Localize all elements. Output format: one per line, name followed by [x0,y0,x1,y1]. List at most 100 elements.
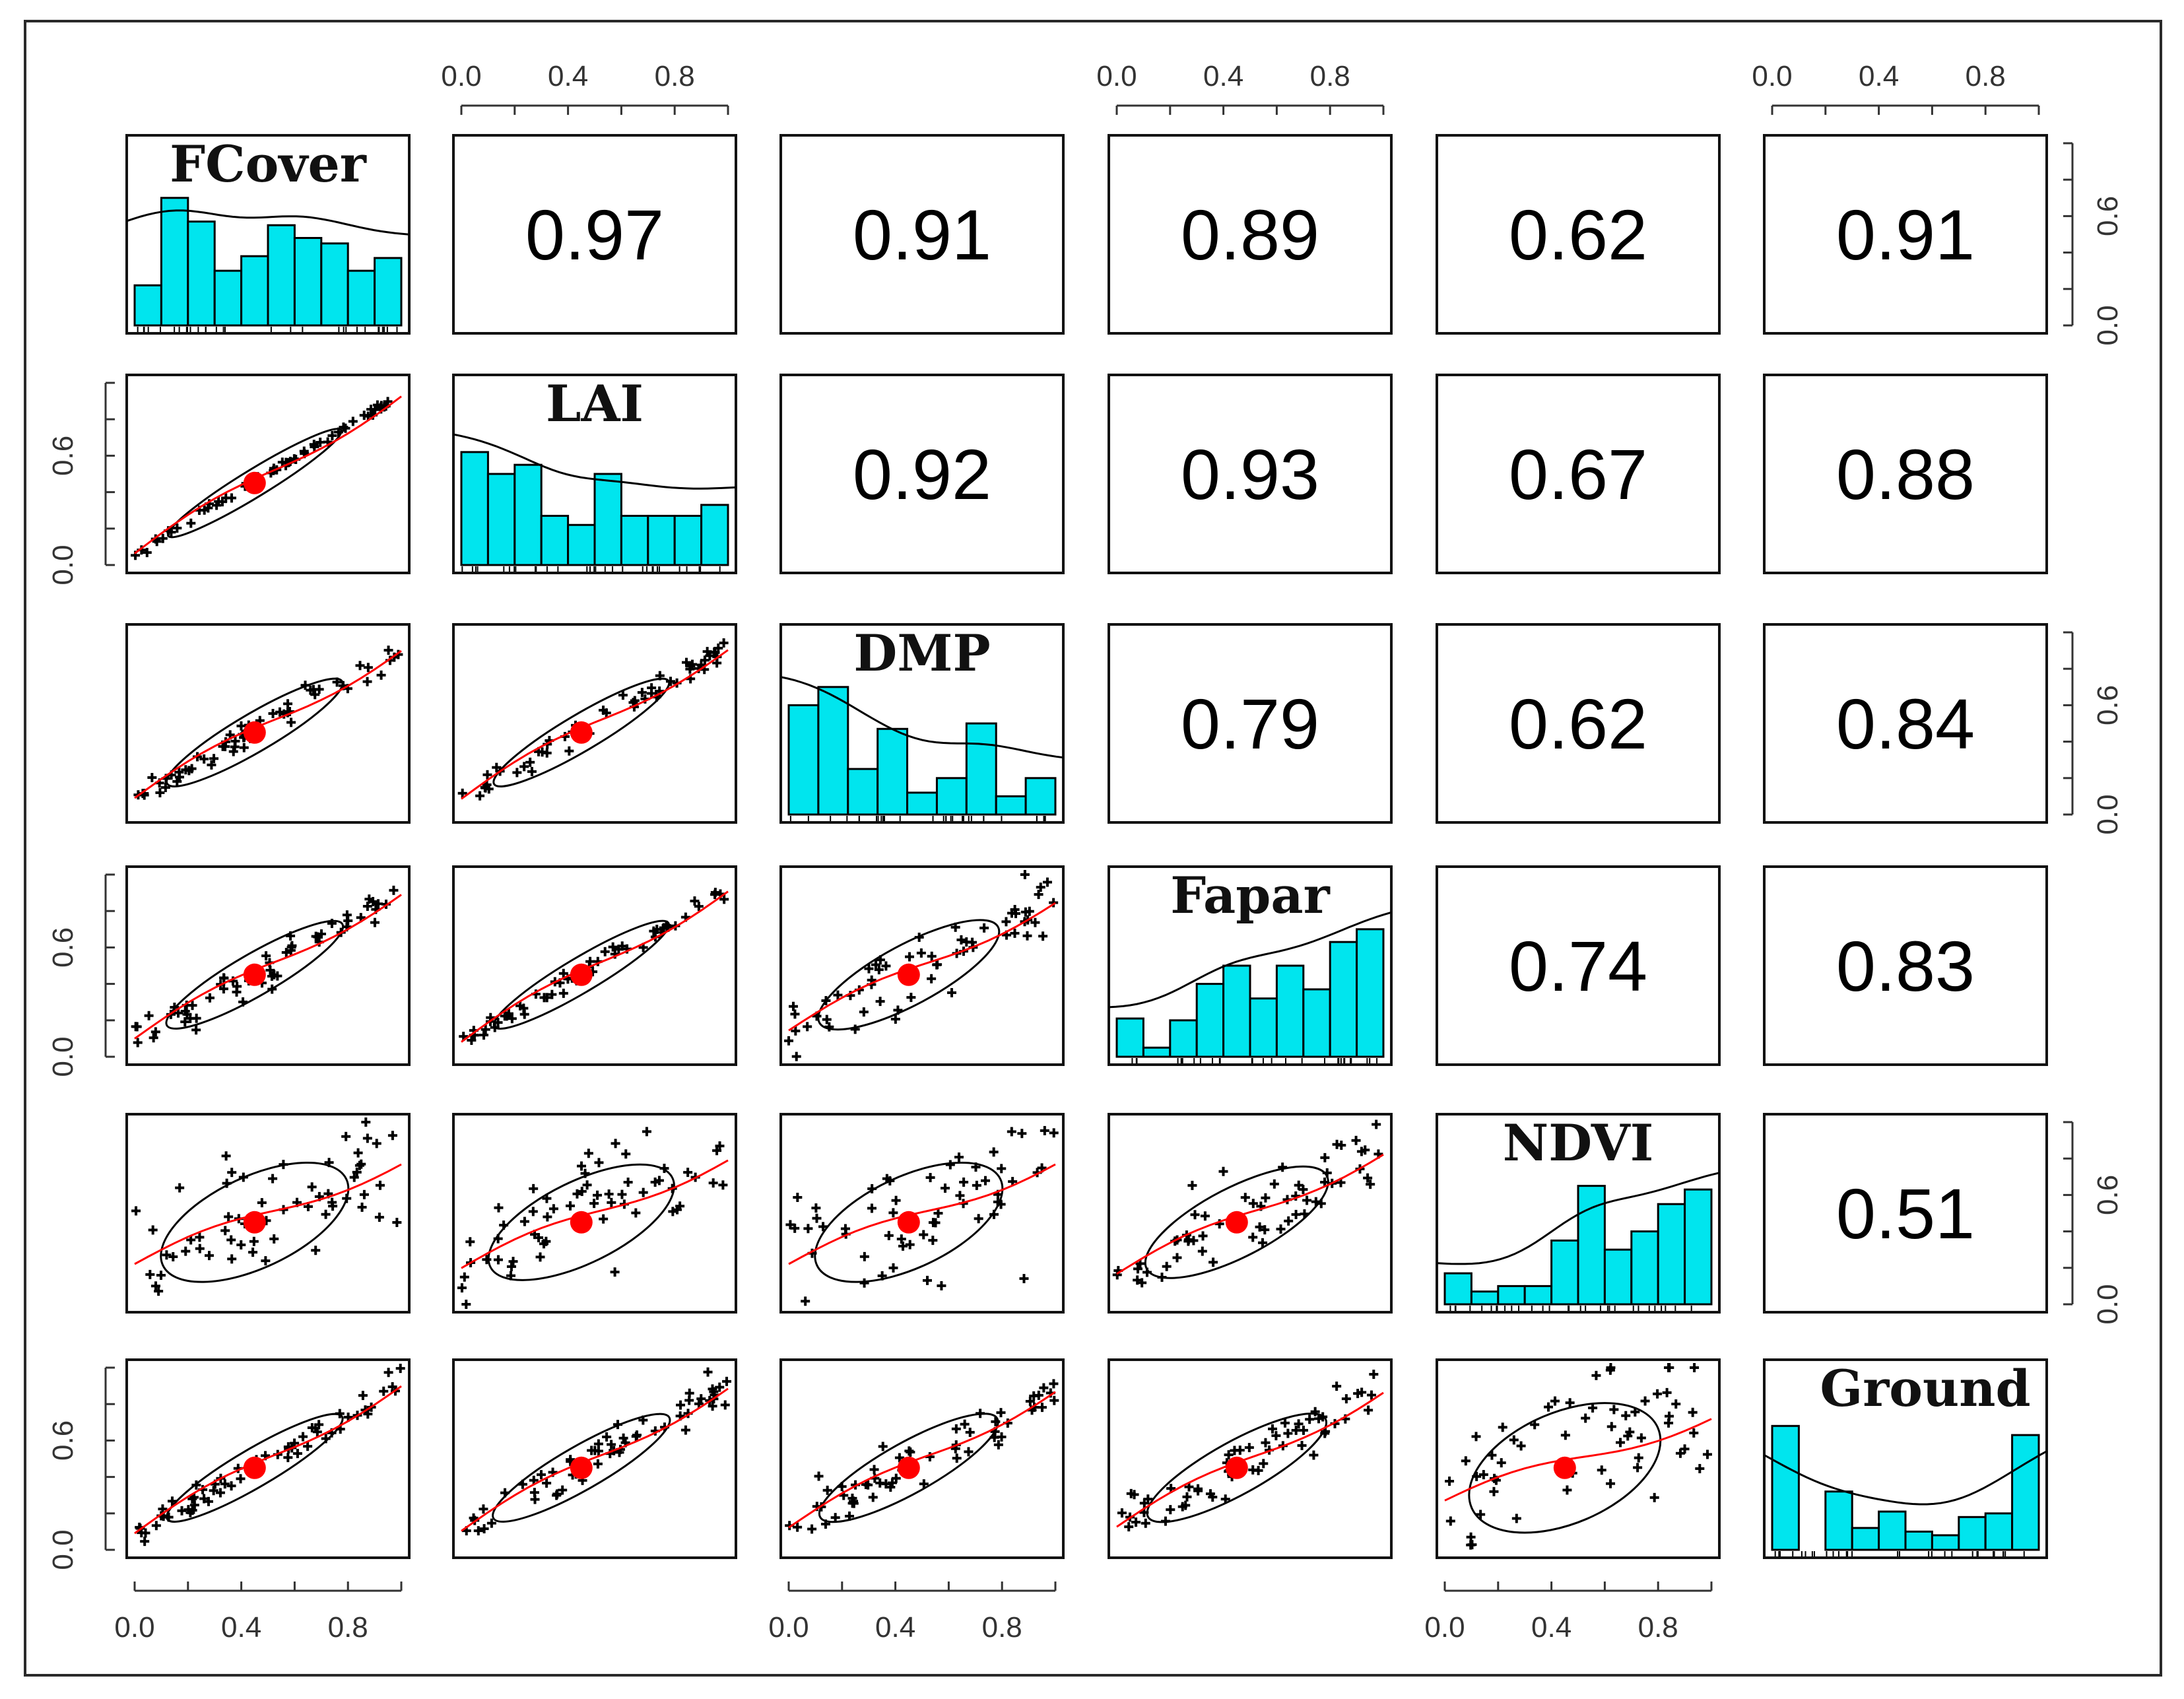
scatter-point [593,1190,603,1200]
scatter-point [1489,1486,1499,1496]
scatter-point [506,1261,516,1271]
scatter-point [525,757,535,767]
centroid-point [1225,1456,1248,1479]
scatter-point [906,1447,915,1457]
tick-label: 0.6 [47,436,79,476]
scatter-point [348,416,358,426]
scatter-point [1261,1193,1271,1203]
variable-label-ground: Ground [1820,1359,2030,1418]
y-axis-row0: 0.0 0.6 [2063,142,2124,346]
confidence-ellipse [1146,1413,1328,1523]
scatter-point [1353,1389,1363,1399]
scatter-point [979,923,989,933]
scatter-point [154,1286,164,1296]
scatter-point [1040,1125,1049,1135]
scatter-point [529,1183,539,1193]
scatter-point [519,1216,529,1226]
panel-r5-c2 [779,1358,1065,1559]
confidence-ellipse [165,919,345,1030]
scatter-point [1649,1492,1659,1502]
confidence-ellipse [166,1413,344,1523]
x-axis-col4: 0.0 0.4 0.8 [1424,1582,1713,1644]
scatter-point [220,1479,230,1489]
scatter-point [859,1278,869,1288]
scatter-point [486,1518,496,1528]
panel-r0-c0 [125,134,411,335]
correlation-value: 0.91 [853,195,991,275]
scatter-point [954,1152,964,1162]
correlation-value: 0.91 [1836,195,1975,275]
correlation-value: 0.74 [1509,926,1647,1006]
smooth-fit-line [788,1391,1056,1529]
histogram-bar [347,269,376,327]
scatter-point [558,1485,568,1495]
scatter-point [539,993,549,1003]
scatter-point [583,1149,593,1158]
scatter-point [1049,1395,1059,1405]
scatter-point [543,1212,552,1222]
scatter-point [572,1189,582,1199]
confidence-ellipse [818,1413,999,1523]
scatter-point [1280,1418,1290,1428]
tick-label: 0.8 [1310,60,1350,92]
scatter-point [536,1470,546,1480]
scatter-point [1461,1456,1471,1466]
scatter-point [467,1036,477,1046]
scatter-point [1124,1522,1134,1532]
scatter-point [652,924,662,934]
histogram-bar [1603,1248,1633,1306]
scatter-point [1129,1490,1139,1500]
panel-frame [1436,623,1721,824]
confidence-ellipse [1144,1165,1329,1279]
scatter-point [888,1263,898,1273]
scatter-point [140,1537,150,1547]
histogram-bar [320,242,349,327]
scatter-point [1049,1128,1059,1138]
scatter-point [558,968,568,978]
scatter-point [919,1479,929,1489]
scatter-point [387,1131,397,1141]
panel-frame [779,1358,1065,1559]
scatter-point [878,1442,888,1451]
scatter-point [1369,1370,1379,1380]
panel-r0-c1: 0.97 [452,134,737,335]
scatter-point [1271,1431,1281,1441]
panel-r1-c3: 0.93 [1108,374,1393,574]
tick-label: 0.4 [1203,60,1243,92]
panel-r3-c3 [1108,865,1393,1066]
panel-r1-c0 [125,374,411,574]
centroid-point [570,1456,593,1479]
scatter-point [1187,1180,1197,1190]
scatter-point [1276,1224,1286,1234]
panel-r2-c4: 0.62 [1436,623,1721,824]
tick-label: 0.0 [1752,60,1792,92]
histogram-bar [213,269,243,327]
scatter-point [623,1178,633,1187]
confidence-ellipse [492,919,670,1030]
tick-label: 0.0 [1096,60,1137,92]
scatter-point [859,1251,869,1261]
scatter-point [181,1246,191,1256]
scatter-point [1198,1231,1208,1241]
scatter-point [363,663,373,673]
histogram-bar [1169,1019,1198,1058]
scatter-point [864,964,874,974]
scatter-point [1261,1438,1271,1448]
scatter-point [993,1440,1003,1449]
scatter-point [822,1015,832,1024]
panel-r2-c5: 0.84 [1763,623,2048,824]
scatter-point [1042,877,1052,887]
scatter-point [281,947,291,957]
scatter-point [355,661,365,671]
panel-frame [452,1113,737,1314]
correlation-value: 0.67 [1509,434,1647,514]
scatter-point [298,1432,308,1442]
scatter-point [226,1235,236,1245]
scatter-point [601,708,611,718]
scatter-point [1591,1370,1601,1380]
scatter-point [191,1025,201,1035]
scatter-point [925,1173,935,1183]
histogram-bar [700,504,729,566]
tick-label: 0.8 [982,1611,1022,1644]
histogram-bar [187,220,216,327]
